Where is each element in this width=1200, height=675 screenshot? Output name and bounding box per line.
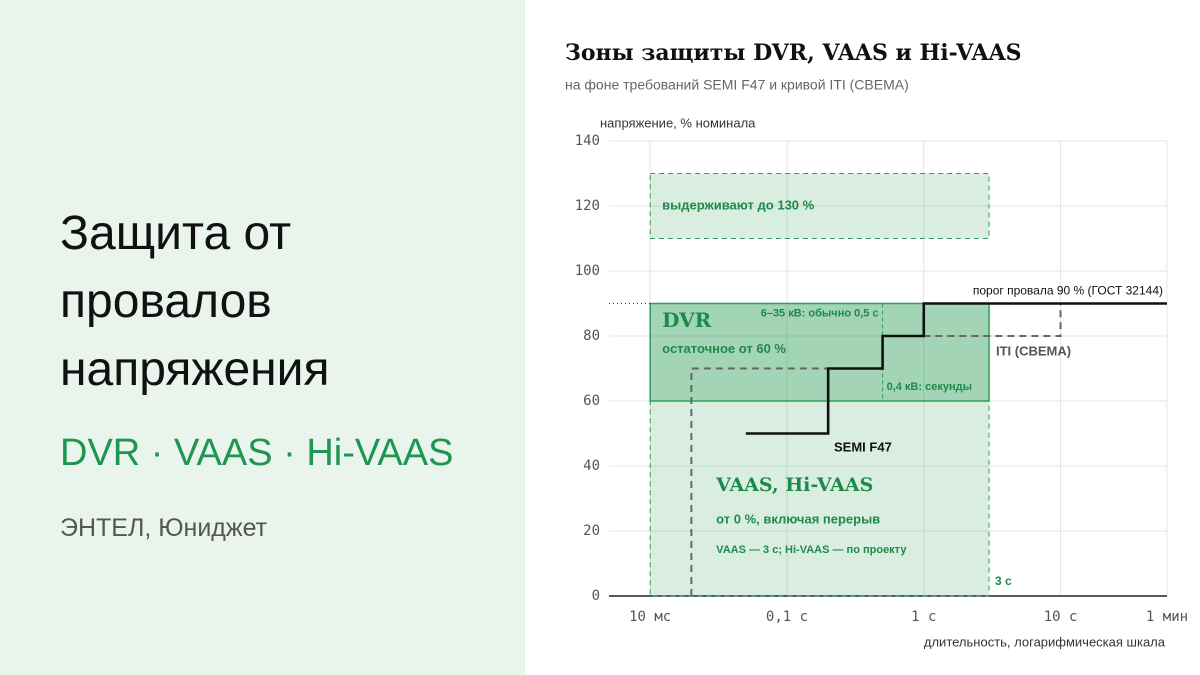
chart-subtitle: на фоне требований SEMI F47 и кривой ITI… xyxy=(565,77,909,93)
threshold-label: порог провала 90 % (ГОСТ 32144) xyxy=(973,284,1163,298)
y-tick-label: 60 xyxy=(583,393,600,409)
slide-source: ЭНТЕЛ, Юниджет xyxy=(60,514,268,542)
zone xyxy=(649,303,990,597)
zone-detail: VAAS — 3 с; Hi-VAAS — по проекту xyxy=(716,544,907,556)
zone-label: DVR xyxy=(662,308,712,332)
legend-label: SEMI F47 xyxy=(834,439,892,454)
x-tick-label: 10 мс xyxy=(629,609,671,625)
x-tick-label: 10 с xyxy=(1044,609,1078,625)
x-tick-label: 0,1 с xyxy=(766,609,808,625)
zone-label: VAAS, Hi-VAAS xyxy=(715,474,873,496)
y-tick-label: 0 xyxy=(592,588,600,604)
chart-title: Зоны защиты DVR, VAAS и Hi-VAAS xyxy=(565,40,1022,66)
x-tick-label: 1 мин xyxy=(1146,609,1188,625)
divider-label: 6–35 кВ: обычно 0,5 с xyxy=(761,307,879,319)
legend-label: ITI (CBEMA) xyxy=(996,343,1071,358)
left-panel: Защита от провалов напряжения DVR · VAAS… xyxy=(0,0,525,675)
y-tick-label: 120 xyxy=(575,198,600,214)
zone xyxy=(649,302,990,402)
series-line xyxy=(745,302,1167,435)
x-axis-label: длительность, логарифмическая шкала xyxy=(924,634,1166,649)
y-tick-label: 100 xyxy=(575,263,600,279)
divider-label: 0,4 кВ: секунды xyxy=(887,381,972,393)
y-axis-label: напряжение, % номинала xyxy=(600,115,756,130)
zone-end-label: 3 с xyxy=(995,574,1012,588)
zone-note: от 0 %, включая перерыв xyxy=(716,511,880,526)
x-tick-label: 1 с xyxy=(911,609,936,625)
zone-label: выдерживают до 130 % xyxy=(662,197,814,212)
slide-subtitle: DVR · VAAS · Hi-VAAS xyxy=(60,432,454,474)
y-tick-label: 40 xyxy=(583,458,600,474)
y-tick-label: 140 xyxy=(575,133,600,149)
y-tick-label: 80 xyxy=(583,328,600,344)
zone-note: остаточное от 60 % xyxy=(662,341,786,356)
slide-title: Защита от провалов напряжения xyxy=(60,207,330,396)
y-tick-label: 20 xyxy=(583,523,600,539)
zone xyxy=(649,173,990,239)
